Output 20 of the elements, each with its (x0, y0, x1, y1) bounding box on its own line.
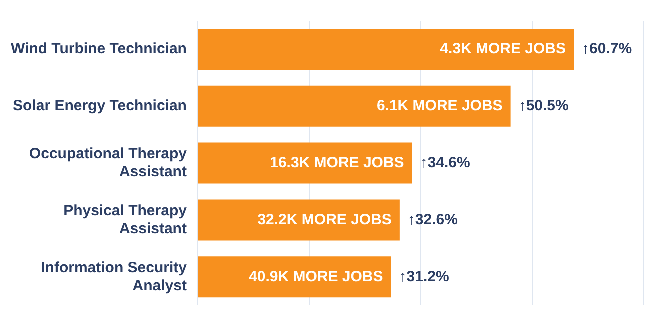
y-tick-label: Occupational Therapy Assistant (29, 145, 188, 180)
annotation: 16.3K MORE JOBS (270, 154, 404, 172)
bar (198, 86, 511, 127)
data-label: ↑34.6% (420, 154, 470, 172)
bar (198, 200, 400, 241)
annotation: 32.2K MORE JOBS (258, 211, 392, 228)
data-label: ↑50.5% (518, 98, 569, 115)
bar (198, 28, 574, 70)
annotation: 6.1K MORE JOBS (376, 98, 503, 115)
annotation: 40.9K MORE JOBS (249, 268, 384, 286)
bar (198, 142, 412, 184)
annotation: 4.3K MORE JOBS (440, 40, 566, 58)
data-label: ↑32.6% (408, 211, 458, 228)
data-label: ↑31.2% (399, 268, 450, 286)
y-tick-label: Solar Energy Technician (13, 98, 187, 115)
y-tick-label: Information Security Analyst (41, 259, 188, 294)
y-tick-label: Physical Therapy Assistant (64, 202, 188, 238)
bar (198, 256, 392, 298)
data-label: ↑60.7% (582, 40, 632, 58)
y-tick-label: Wind Turbine Technician (10, 40, 187, 58)
